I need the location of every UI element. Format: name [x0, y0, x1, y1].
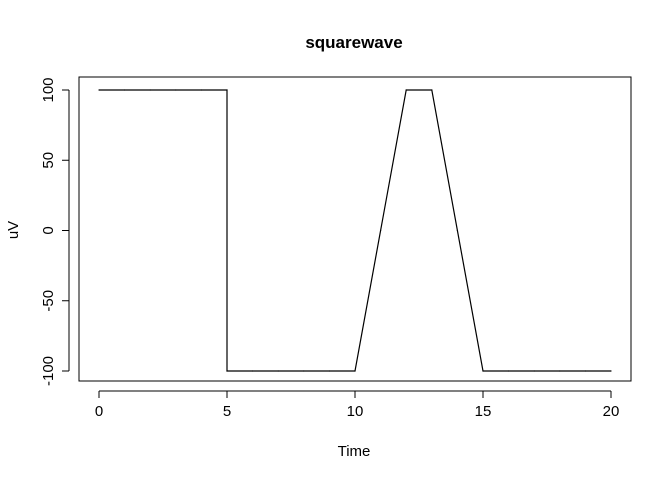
- data-point: [380, 229, 382, 232]
- series-line: [99, 89, 611, 372]
- plot-frame: [78, 76, 632, 382]
- data-point: [175, 89, 177, 91]
- x-tick-label: 15: [475, 403, 492, 420]
- data-point: [98, 89, 100, 91]
- data-point: [226, 89, 228, 91]
- data-point: [328, 370, 330, 372]
- y-axis-label: uV: [5, 221, 22, 239]
- data-point: [149, 89, 151, 91]
- y-tick-label: -50: [40, 290, 57, 312]
- data-point: [124, 89, 126, 91]
- data-point: [431, 89, 433, 91]
- data-point: [456, 229, 458, 232]
- data-point: [303, 370, 305, 372]
- x-axis: 0 5 10 15 20: [95, 390, 620, 420]
- data-point: [559, 370, 561, 372]
- y-tick-label: 0: [40, 226, 57, 234]
- data-point: [610, 370, 612, 372]
- y-tick-label: -100: [40, 356, 57, 386]
- data-point: [200, 89, 202, 91]
- x-axis-label: Time: [338, 443, 371, 460]
- data-point: [405, 89, 407, 91]
- data-point: [354, 370, 356, 372]
- data-point: [584, 370, 587, 372]
- x-tick-label: 20: [603, 403, 620, 420]
- data-point: [533, 370, 535, 372]
- y-tick-label: 50: [40, 152, 57, 169]
- y-axis: -100 -50 0 50 100: [40, 77, 70, 386]
- x-tick-label: 10: [347, 403, 364, 420]
- x-tick-label: 0: [95, 403, 103, 420]
- chart-title: squarewave: [305, 33, 402, 52]
- series-layer: [98, 89, 612, 372]
- data-point: [226, 370, 228, 372]
- data-point: [482, 370, 484, 372]
- y-tick-label: 100: [40, 77, 57, 102]
- data-point: [277, 370, 279, 372]
- data-point: [508, 370, 510, 372]
- x-tick-label: 5: [223, 403, 231, 420]
- data-point: [252, 370, 254, 372]
